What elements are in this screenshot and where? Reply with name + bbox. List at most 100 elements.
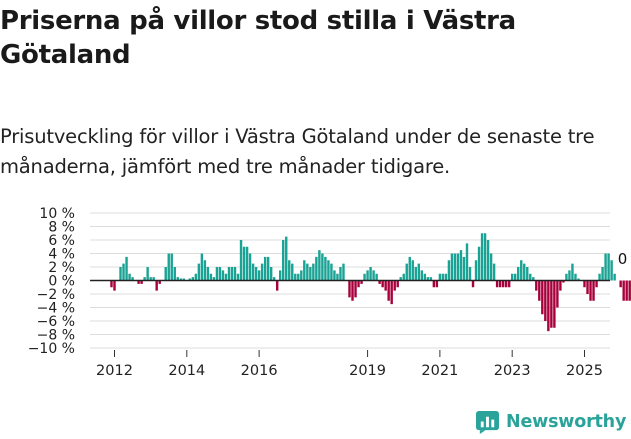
bar — [378, 280, 381, 284]
bar — [492, 263, 496, 281]
bar — [263, 256, 267, 281]
gridlines — [90, 212, 610, 349]
x-tick-label: 2016 — [241, 363, 278, 379]
bar — [113, 280, 116, 291]
bar — [369, 267, 372, 281]
chart-title: Priserna på villor stod stilla i Västra … — [0, 6, 516, 70]
bar — [282, 240, 285, 281]
bar — [568, 270, 571, 281]
bar — [209, 273, 213, 281]
x-tick-label: 2023 — [494, 363, 531, 379]
bar — [441, 273, 445, 281]
bar — [619, 280, 622, 288]
bar — [535, 280, 538, 291]
bar — [179, 278, 182, 281]
bar — [507, 280, 511, 288]
bar — [486, 240, 490, 281]
bar — [480, 233, 484, 281]
bar — [200, 253, 204, 281]
bar — [450, 253, 454, 281]
bar — [408, 256, 411, 281]
bar — [297, 273, 300, 281]
bar — [465, 243, 469, 281]
bar — [300, 270, 303, 281]
bar — [387, 280, 390, 301]
bar — [417, 263, 420, 281]
bar — [315, 256, 318, 281]
bar — [164, 267, 167, 281]
bar — [137, 280, 140, 284]
bar — [517, 267, 520, 281]
bar — [182, 278, 185, 281]
bar — [110, 280, 113, 288]
bar — [423, 273, 427, 281]
x-tick-label: 2019 — [349, 363, 386, 379]
bar — [501, 280, 505, 288]
bar — [393, 280, 396, 291]
bar — [269, 267, 273, 281]
bar — [291, 263, 294, 281]
bar — [131, 277, 134, 281]
bar — [405, 263, 408, 281]
bar — [444, 273, 448, 281]
bar — [495, 280, 499, 288]
bar — [303, 260, 306, 281]
bar — [592, 280, 595, 301]
bar — [170, 253, 173, 281]
y-tick-label: 0 % — [48, 274, 75, 290]
bar — [562, 280, 565, 283]
bar — [357, 280, 360, 288]
bar — [438, 273, 442, 281]
bar — [471, 280, 475, 288]
bar — [532, 277, 535, 281]
bar — [254, 267, 258, 281]
bar — [354, 280, 357, 298]
bar — [541, 280, 544, 315]
brand-name: Newsworthy — [506, 412, 627, 432]
bar — [613, 273, 616, 281]
bar — [360, 280, 363, 284]
bar — [595, 280, 598, 288]
bar — [363, 273, 366, 281]
bar — [426, 277, 430, 281]
bar — [212, 277, 216, 281]
bar — [146, 267, 149, 281]
y-tick-label: −2 % — [37, 287, 75, 303]
x-tick-label: 2021 — [421, 363, 458, 379]
bar — [155, 280, 158, 291]
bar — [194, 273, 198, 281]
bar — [342, 263, 345, 281]
bar — [414, 267, 417, 281]
bar — [236, 273, 240, 281]
bars — [110, 233, 631, 332]
bar — [553, 280, 556, 328]
bar — [239, 240, 243, 281]
bar — [453, 253, 457, 281]
bar — [468, 267, 472, 281]
y-tick-label: 2 % — [48, 260, 75, 276]
bar — [248, 253, 252, 281]
bar — [197, 263, 201, 281]
bar — [324, 256, 327, 281]
bar — [574, 273, 577, 281]
bar — [167, 253, 170, 281]
bar — [390, 280, 393, 305]
y-tick-label: 8 % — [48, 220, 75, 236]
bar — [321, 253, 324, 281]
bar — [275, 280, 279, 291]
y-tick-label: −8 % — [37, 328, 75, 344]
bar — [306, 263, 309, 281]
bar — [520, 260, 523, 281]
bar — [233, 267, 237, 281]
bar — [119, 267, 122, 281]
bar — [556, 280, 559, 308]
bar — [339, 267, 342, 281]
bar — [221, 270, 225, 281]
bar — [402, 273, 405, 281]
chart-subtitle: Prisutveckling för villor i Västra Götal… — [0, 125, 595, 178]
bar — [245, 246, 249, 281]
bar — [628, 280, 631, 301]
bar — [610, 260, 613, 281]
bar — [140, 280, 143, 284]
bar — [327, 260, 330, 281]
